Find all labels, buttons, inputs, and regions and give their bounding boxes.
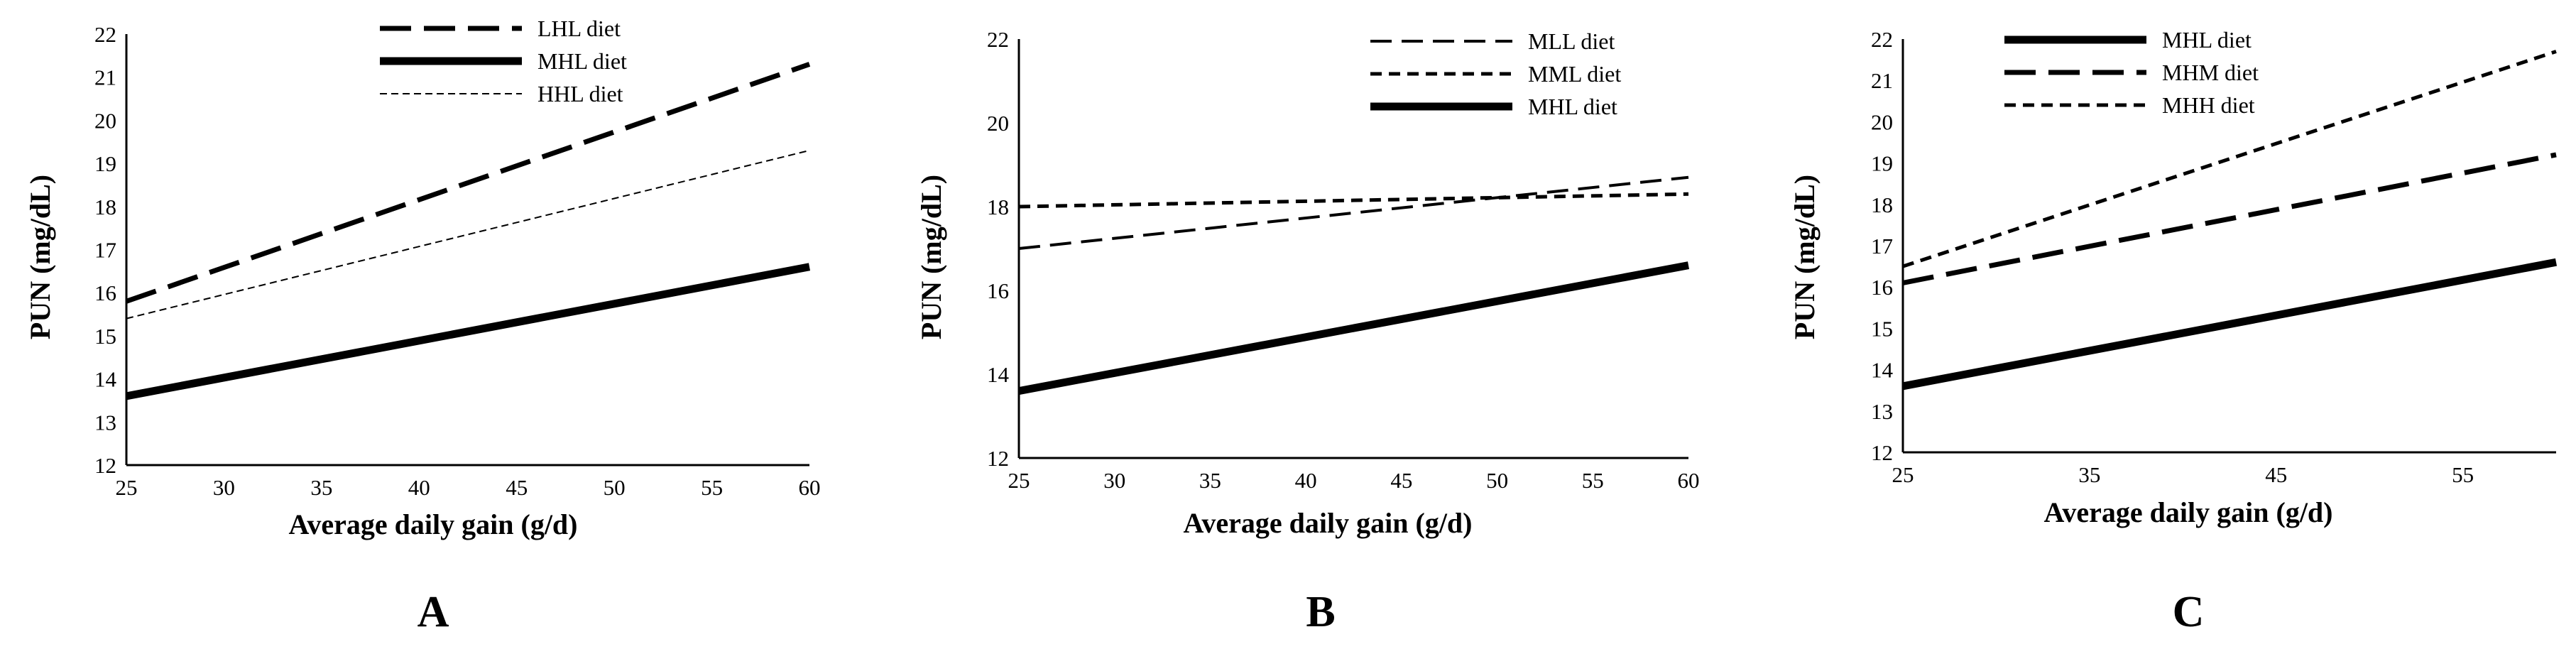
legend: LHL diet MHL diet HHL diet xyxy=(380,16,627,107)
y-tick-label: 20 xyxy=(1871,109,1893,134)
y-tick-label: 22 xyxy=(94,22,116,47)
y-tick-label: 22 xyxy=(1871,27,1893,52)
panel-label: A xyxy=(417,588,449,636)
series-line xyxy=(1018,192,1689,209)
y-tick-label: 18 xyxy=(1871,192,1893,217)
x-tick-label: 50 xyxy=(604,475,626,500)
legend: MHL diet MHM diet MHH diet xyxy=(2004,27,2259,118)
y-tick-label: 18 xyxy=(94,195,116,219)
x-tick-label: 60 xyxy=(799,475,821,500)
y-tick-label: 21 xyxy=(94,65,116,90)
series-lines xyxy=(1901,50,2558,391)
series-line xyxy=(125,62,811,304)
legend-label: MHL diet xyxy=(2162,27,2252,53)
y-tick-label: 12 xyxy=(94,453,116,478)
legend: MLL diet MML diet MHL diet xyxy=(1370,28,1621,119)
y-tick-label: 16 xyxy=(94,280,116,305)
series-lines xyxy=(125,62,811,400)
y-axis-title: PUN (mg/dL) xyxy=(915,175,947,339)
x-tick-label: 55 xyxy=(701,475,723,500)
y-tick-label: 19 xyxy=(94,151,116,176)
x-tick-label: 30 xyxy=(213,475,235,500)
y-tick-label: 21 xyxy=(1871,68,1893,93)
x-tick-label: 35 xyxy=(310,475,332,500)
y-tick-label: 14 xyxy=(987,362,1010,387)
x-tick-label: 40 xyxy=(1295,468,1317,493)
x-tick-label: 60 xyxy=(1678,468,1700,493)
x-axis-title: Average daily gain (g/d) xyxy=(1183,507,1472,539)
x-tick-label: 25 xyxy=(1892,462,1914,487)
x-tick-label: 35 xyxy=(2078,462,2100,487)
panel-label: B xyxy=(1306,588,1335,636)
y-tick-label: 14 xyxy=(94,367,117,392)
x-tick-label: 30 xyxy=(1103,468,1125,493)
series-line xyxy=(126,149,810,320)
x-axis-title: Average daily gain (g/d) xyxy=(2043,496,2332,528)
y-axis-title: PUN (mg/dL) xyxy=(1789,175,1821,339)
panel-label: C xyxy=(2173,588,2205,636)
y-tick-labels: 12 13 14 15 16 17 18 19 20 21 22 xyxy=(94,22,117,478)
legend-label: MHL diet xyxy=(1528,94,1617,119)
x-tick-labels: 25 30 35 40 45 50 55 60 xyxy=(1008,468,1700,493)
x-tick-label: 55 xyxy=(2452,462,2474,487)
y-tick-labels: 12 13 14 15 16 17 18 19 20 21 22 xyxy=(1871,27,1894,465)
y-tick-label: 15 xyxy=(94,324,116,349)
y-axis-title: PUN (mg/dL) xyxy=(24,175,56,339)
x-tick-label: 25 xyxy=(1008,468,1030,493)
y-tick-label: 19 xyxy=(1871,151,1893,176)
series-lines xyxy=(1017,175,1690,396)
legend-label: HHL diet xyxy=(537,81,623,107)
x-tick-label: 45 xyxy=(1390,468,1412,493)
legend-label: MHH diet xyxy=(2162,92,2255,118)
x-tick-label: 55 xyxy=(1582,468,1604,493)
x-tick-labels: 25 30 35 40 45 50 55 60 xyxy=(116,475,821,500)
x-axis-title: Average daily gain (g/d) xyxy=(288,508,577,540)
legend-label: MHL diet xyxy=(537,48,627,74)
x-tick-label: 50 xyxy=(1486,468,1508,493)
legend-label: MLL diet xyxy=(1528,28,1615,54)
panel-b: 12 14 16 18 20 22 25 30 35 40 45 50 55 60 MLL diet MM… xyxy=(915,27,1700,636)
legend-label: MML diet xyxy=(1528,61,1621,87)
x-tick-label: 25 xyxy=(116,475,138,500)
y-tick-label: 13 xyxy=(94,410,116,435)
x-tick-label: 45 xyxy=(2265,462,2287,487)
y-tick-label: 16 xyxy=(987,278,1009,303)
y-tick-label: 14 xyxy=(1871,358,1894,383)
y-tick-label: 18 xyxy=(987,195,1009,219)
y-tick-label: 17 xyxy=(94,238,116,263)
x-tick-label: 35 xyxy=(1199,468,1221,493)
legend-label: MHM diet xyxy=(2162,60,2259,85)
series-line xyxy=(1018,175,1689,250)
y-tick-label: 12 xyxy=(1871,440,1893,465)
y-tick-label: 15 xyxy=(1871,316,1893,341)
y-tick-label: 22 xyxy=(987,27,1009,52)
series-line xyxy=(1902,50,2557,268)
series-line xyxy=(125,263,811,400)
x-tick-labels: 25 35 45 55 xyxy=(1892,462,2474,487)
y-tick-label: 16 xyxy=(1871,275,1893,300)
legend-label: LHL diet xyxy=(537,16,621,41)
x-tick-label: 45 xyxy=(506,475,528,500)
series-line xyxy=(1901,258,2558,391)
series-line xyxy=(1902,152,2557,285)
y-tick-label: 17 xyxy=(1871,234,1893,258)
series-line xyxy=(1017,261,1690,396)
panel-c: 12 13 14 15 16 17 18 19 20 21 22 25 35 45 55 MHL diet… xyxy=(1789,27,2558,636)
y-tick-label: 20 xyxy=(987,111,1009,136)
y-tick-label: 20 xyxy=(94,108,116,133)
x-tick-label: 40 xyxy=(408,475,430,500)
y-tick-label: 13 xyxy=(1871,399,1893,424)
y-tick-labels: 12 14 16 18 20 22 xyxy=(987,27,1010,471)
y-tick-label: 12 xyxy=(987,446,1009,471)
